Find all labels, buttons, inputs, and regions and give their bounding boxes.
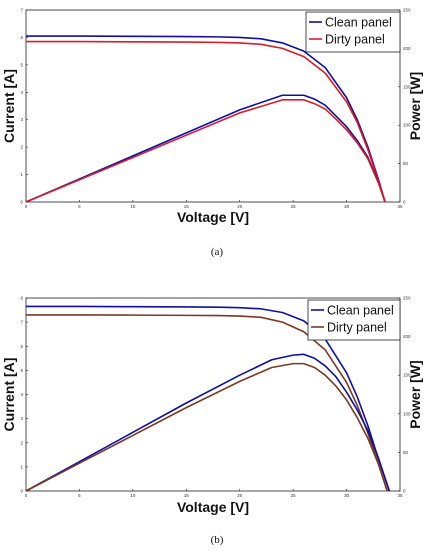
- y2-tick-label: 50: [403, 161, 409, 166]
- y-tick-label: 5: [20, 62, 23, 67]
- x-tick-label: 20: [237, 493, 243, 498]
- x-tick-label: 15: [184, 204, 190, 209]
- plot-frame: [25, 9, 401, 203]
- x-tick-label: 30: [344, 204, 350, 209]
- y-tick-label: 1: [20, 464, 23, 469]
- y2-tick-label: 100: [403, 411, 411, 416]
- legend-label: Dirty panel: [325, 33, 385, 47]
- clean-panel-power-curve: [25, 94, 386, 203]
- x-tick-label: 0: [25, 204, 28, 209]
- legend-box: [307, 299, 401, 341]
- x-tick-label: 35: [397, 204, 403, 209]
- y2-tick-label: 150: [403, 84, 411, 89]
- x-tick-label: 10: [130, 204, 136, 209]
- y-tick-label: 0: [20, 200, 23, 205]
- y2-tick-label: 100: [403, 123, 411, 128]
- clean-panel-current-curve: [26, 35, 386, 203]
- y-axis-label: Current [A]: [1, 69, 17, 143]
- y-axis-label: Current [A]: [1, 358, 17, 432]
- x-tick-label: 35: [397, 493, 403, 498]
- legend-label: Dirty panel: [327, 321, 387, 335]
- legend-label: Clean panel: [327, 304, 394, 318]
- x-tick-label: 25: [291, 204, 297, 209]
- y-tick-label: 3: [20, 416, 23, 421]
- y-tick-label: 6: [20, 344, 23, 349]
- legend-box: [305, 11, 401, 53]
- x-tick-label: 5: [78, 204, 81, 209]
- x-tick-label: 25: [291, 493, 297, 498]
- x-axis-label: Voltage [V]: [177, 499, 249, 515]
- y2-tick-label: 200: [403, 334, 411, 339]
- legend-label: Clean panel: [325, 16, 392, 30]
- y-tick-label: 7: [20, 320, 23, 325]
- dirty-panel-current-curve: [26, 314, 388, 492]
- dirty-panel-power-curve: [25, 99, 386, 203]
- y2-tick-label: 150: [403, 373, 411, 378]
- chart-a: 0 5 10 15 20 25 30 3501234567050100150200250Cle…: [1, 8, 423, 259]
- clean-panel-power-curve: [25, 353, 391, 492]
- y2-tick-label: 250: [403, 296, 411, 301]
- y-tick-label: 3: [20, 117, 23, 122]
- x-tick-label: 15: [184, 493, 190, 498]
- y-tick-label: 4: [20, 392, 23, 397]
- y2-tick-label: 200: [403, 46, 411, 51]
- y2-tick-label: 250: [403, 8, 411, 13]
- y-tick-label: 4: [20, 90, 23, 95]
- y-tick-label: 0: [20, 489, 23, 494]
- y2-tick-label: 0: [403, 200, 406, 205]
- dirty-panel-power-curve: [25, 362, 388, 492]
- x-tick-label: 20: [237, 204, 243, 209]
- y2-axis-label: Power [W]: [407, 72, 423, 140]
- x-tick-label: 0: [25, 493, 28, 498]
- x-tick-label: 5: [78, 493, 81, 498]
- y-tick-label: 7: [20, 8, 23, 13]
- y-tick-label: 2: [20, 440, 23, 445]
- y-tick-label: 8: [20, 296, 23, 301]
- y-tick-label: 1: [20, 172, 23, 177]
- x-tick-label: 10: [130, 493, 136, 498]
- dirty-panel-current-curve: [26, 40, 386, 203]
- subplot-label: (b): [211, 534, 224, 546]
- y-tick-label: 6: [20, 35, 23, 40]
- y-tick-label: 5: [20, 368, 23, 373]
- y2-tick-label: 0: [403, 489, 406, 494]
- y2-axis-label: Power [W]: [407, 360, 423, 428]
- x-axis-label: Voltage [V]: [177, 209, 249, 225]
- y2-tick-label: 50: [403, 450, 409, 455]
- x-tick-label: 30: [344, 493, 350, 498]
- clean-panel-current-curve: [26, 305, 391, 492]
- y-tick-label: 2: [20, 145, 23, 150]
- subplot-label: (a): [211, 246, 224, 258]
- chart-b: 0 5 10 15 20 25 30 35012345678050100150200250Cl…: [1, 296, 423, 547]
